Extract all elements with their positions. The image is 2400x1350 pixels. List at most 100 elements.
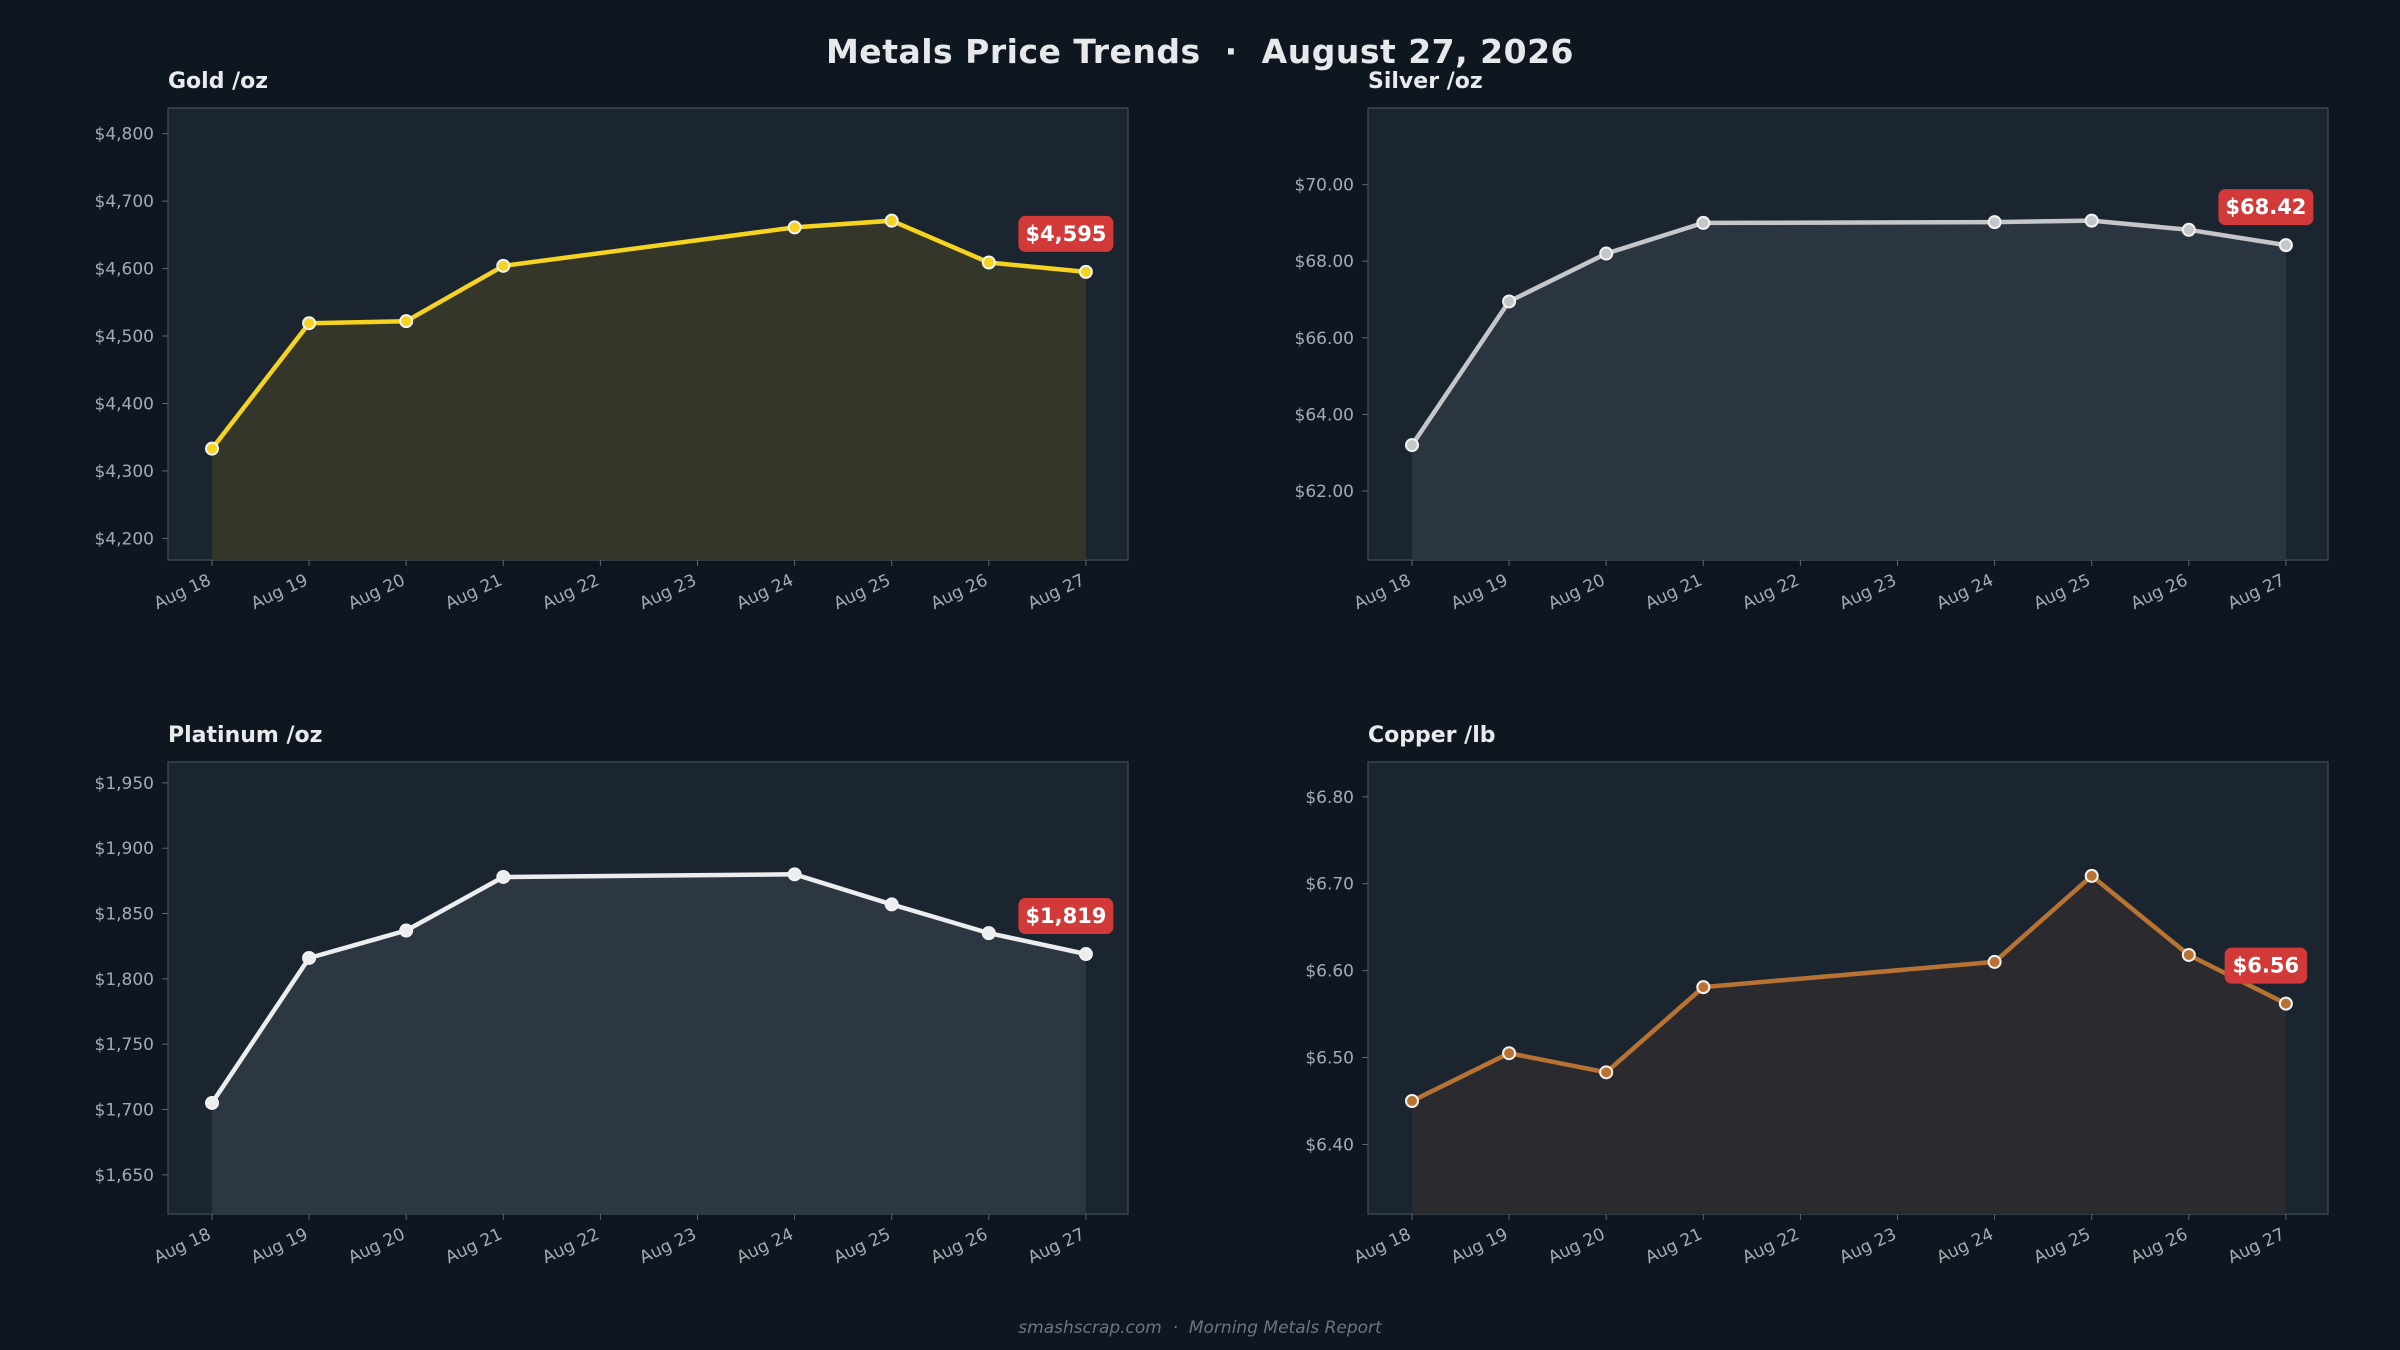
latest-value-badge — [2218, 189, 2314, 226]
data-point — [1599, 1065, 1614, 1080]
y-tick-label: $4,200 — [95, 529, 154, 549]
x-tick-label: Aug 26 — [2128, 1224, 2191, 1268]
x-tick-label: Aug 19 — [1448, 1224, 1511, 1268]
chart-title: Copper /lb — [1368, 723, 1496, 748]
x-tick-label: Aug 26 — [2128, 570, 2191, 614]
data-point — [1502, 294, 1517, 309]
x-tick-label: Aug 23 — [1837, 570, 1900, 614]
data-point — [302, 316, 317, 331]
latest-value-badge — [1018, 898, 1114, 935]
data-point — [1502, 1046, 1517, 1061]
x-tick-label: Aug 21 — [1642, 570, 1705, 614]
area-fill — [1412, 220, 2286, 560]
data-point — [787, 220, 802, 235]
x-tick-label: Aug 24 — [734, 1224, 797, 1268]
x-tick-label: Aug 21 — [442, 1224, 505, 1268]
series-line — [209, 872, 1089, 1106]
x-tick-label: Aug 19 — [248, 570, 311, 614]
y-tick-label: $1,650 — [95, 1166, 154, 1186]
x-tick-label: Aug 24 — [1934, 570, 1997, 614]
x-tick-label: Aug 22 — [539, 570, 602, 614]
data-point — [787, 867, 802, 882]
data-point — [884, 897, 899, 912]
x-tick-label: Aug 18 — [151, 570, 214, 614]
data-point — [1078, 947, 1093, 962]
data-point — [2084, 868, 2099, 883]
y-tick-label: $1,800 — [95, 970, 154, 990]
data-point — [2084, 213, 2099, 228]
data-point — [205, 441, 219, 456]
y-tick-label: $64.00 — [1295, 405, 1354, 425]
chart-3: Copper /lb $6.40 $6.50 $6.60 $6.70 $6.80 Aug 1… — [1305, 723, 2329, 1268]
x-tick-label: Aug 20 — [1545, 1224, 1608, 1268]
area-fill — [212, 874, 1086, 1214]
x-tick-label: Aug 20 — [345, 570, 408, 614]
y-tick-label: $6.60 — [1305, 962, 1354, 982]
chart-title: Platinum /oz — [168, 723, 322, 748]
x-tick-label: Aug 23 — [1837, 1224, 1900, 1268]
x-tick-label: Aug 21 — [1642, 1224, 1705, 1268]
chart-title: Gold /oz — [168, 69, 268, 94]
x-tick-label: Aug 25 — [831, 570, 894, 614]
latest-value-badge — [1018, 215, 1114, 252]
latest-value-label: $4,595 — [1025, 222, 1106, 246]
x-tick-label: Aug 27 — [1025, 1224, 1088, 1268]
y-tick-label: $4,800 — [95, 125, 154, 145]
x-tick-label: Aug 22 — [1739, 570, 1802, 614]
data-point — [1078, 264, 1093, 279]
y-tick-label: $6.40 — [1305, 1135, 1354, 1155]
y-tick-label: $6.50 — [1305, 1049, 1354, 1069]
data-point — [1405, 1094, 1419, 1108]
y-tick-label: $6.80 — [1305, 788, 1354, 808]
x-tick-label: Aug 21 — [442, 570, 505, 614]
x-tick-label: Aug 20 — [1545, 570, 1608, 614]
page-title: Metals Price Trends · August 27, 2026 — [825, 32, 1575, 71]
data-point — [205, 1095, 219, 1110]
chart-0: Gold /oz $4,200 $4,300 $4,400 $4,500 $4,600 $4… — [95, 69, 1129, 614]
y-tick-label: $4,300 — [95, 462, 154, 482]
x-tick-label: Aug 19 — [1448, 570, 1511, 614]
y-tick-label: $68.00 — [1295, 252, 1354, 272]
x-tick-label: Aug 22 — [539, 1224, 602, 1268]
x-tick-label: Aug 19 — [248, 1224, 311, 1268]
data-point — [1599, 246, 1614, 261]
x-tick-label: Aug 23 — [637, 1224, 700, 1268]
area-fill — [1412, 875, 2286, 1214]
x-tick-label: Aug 27 — [2225, 1224, 2288, 1268]
data-point — [399, 923, 414, 938]
latest-value-label: $6.56 — [2233, 954, 2299, 978]
data-point — [496, 869, 511, 884]
area-fill — [212, 220, 1086, 560]
x-tick-label: Aug 25 — [2031, 1224, 2094, 1268]
x-tick-label: Aug 27 — [2225, 570, 2288, 614]
y-tick-label: $62.00 — [1295, 482, 1354, 502]
y-tick-label: $4,500 — [95, 327, 154, 347]
y-tick-label: $1,700 — [95, 1100, 154, 1120]
y-tick-label: $4,400 — [95, 394, 154, 414]
data-point — [2278, 996, 2293, 1011]
data-point — [2278, 238, 2293, 253]
x-tick-label: Aug 18 — [1351, 570, 1414, 614]
series-line — [1409, 873, 2289, 1104]
data-point — [1987, 215, 2002, 230]
data-point — [1405, 438, 1419, 453]
y-tick-label: $4,700 — [95, 192, 154, 212]
latest-value-label: $1,819 — [1025, 904, 1106, 928]
chart-2: Platinum /oz $1,650 $1,700 $1,750 $1,800 $1,8… — [95, 723, 1129, 1268]
y-tick-label: $1,750 — [95, 1035, 154, 1055]
x-tick-label: Aug 26 — [928, 1224, 991, 1268]
data-point — [399, 314, 414, 329]
y-tick-label: $4,600 — [95, 260, 154, 280]
data-point — [2181, 947, 2196, 962]
latest-value-badge — [2224, 947, 2308, 984]
x-tick-label: Aug 25 — [2031, 570, 2094, 614]
x-tick-label: Aug 23 — [637, 570, 700, 614]
series-line — [1409, 218, 2289, 448]
data-point — [302, 950, 317, 965]
y-tick-label: $1,850 — [95, 905, 154, 925]
x-tick-label: Aug 18 — [151, 1224, 214, 1268]
data-point — [1696, 215, 1711, 230]
x-tick-label: Aug 25 — [831, 1224, 894, 1268]
data-point — [884, 213, 899, 228]
series-line — [209, 218, 1089, 451]
